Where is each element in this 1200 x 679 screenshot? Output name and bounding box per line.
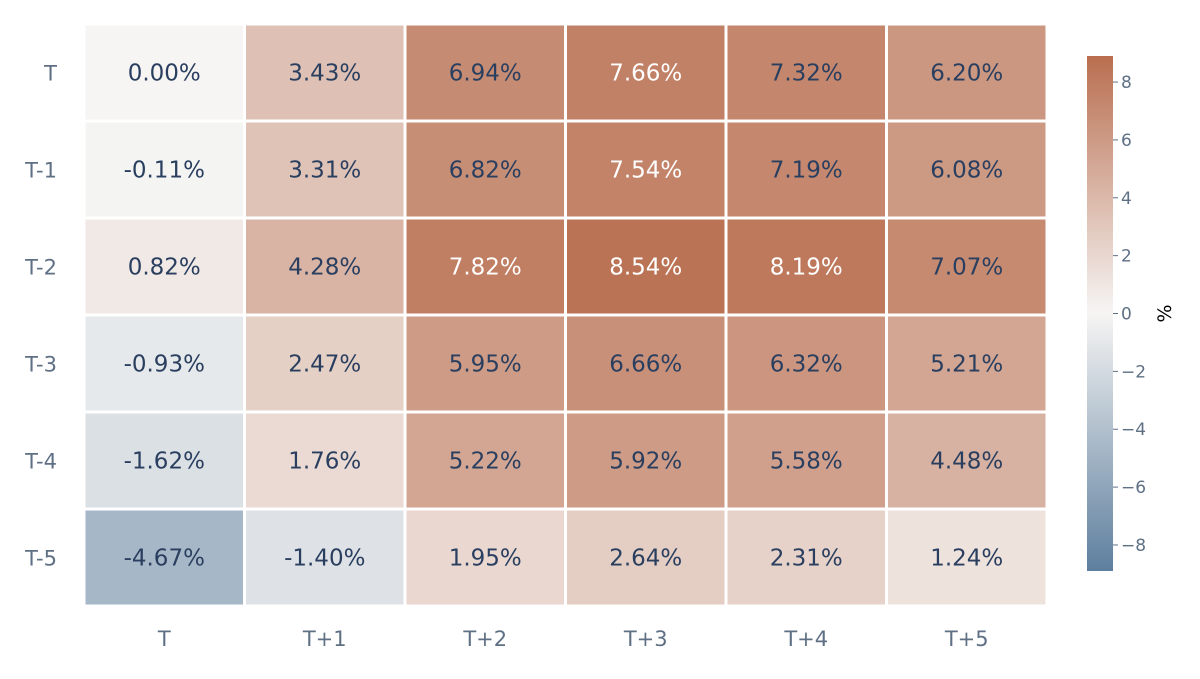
colorbar-tick-label: −8 (1121, 536, 1146, 556)
heatmap-cell (406, 316, 564, 411)
cell-value-label: 6.32% (770, 352, 843, 378)
colorbar-tick-label: 0 (1121, 305, 1132, 325)
cell-value-label: 7.66% (609, 61, 682, 87)
x-tick-label: T+4 (783, 627, 828, 651)
cell-value-label: 2.31% (770, 546, 843, 572)
heatmap-cell (406, 413, 564, 508)
heatmap-cell (246, 219, 404, 314)
heatmap-cell (727, 413, 885, 508)
heatmap-cell (246, 510, 404, 605)
colorbar-tick-label: −4 (1121, 420, 1146, 440)
heatmap-cell (888, 510, 1046, 605)
heatmap-cell (727, 316, 885, 411)
cell-value-label: 5.22% (449, 449, 522, 475)
cell-value-label: 6.20% (930, 61, 1003, 87)
cell-value-label: 7.07% (930, 255, 1003, 281)
cell-value-label: 2.64% (609, 546, 682, 572)
cell-value-label: 1.95% (449, 546, 522, 572)
cell-value-label: -1.62% (124, 449, 205, 475)
cell-value-label: 8.19% (770, 255, 843, 281)
x-tick-label: T+1 (302, 627, 347, 651)
heatmap-cell (246, 316, 404, 411)
y-tick-label: T-3 (24, 353, 57, 377)
heatmap-cell (567, 122, 725, 217)
heatmap-cell (85, 25, 243, 120)
colorbar-tick-label: −2 (1121, 362, 1146, 382)
x-tick-label: T+3 (623, 627, 668, 651)
heatmap-cell (246, 413, 404, 508)
heatmap-cell (85, 316, 243, 411)
heatmap-cell (727, 122, 885, 217)
cell-value-label: 6.94% (449, 61, 522, 87)
x-tick-label: T (157, 627, 171, 651)
cell-value-label: 5.92% (609, 449, 682, 475)
cell-value-label: -0.93% (124, 352, 205, 378)
heatmap-cell (727, 510, 885, 605)
cell-value-label: -1.40% (284, 546, 365, 572)
cell-value-label: 3.31% (288, 158, 361, 184)
cell-value-label: 4.28% (288, 255, 361, 281)
y-tick-label: T-4 (24, 450, 57, 474)
x-tick-label: T+5 (944, 627, 989, 651)
heatmap-cell (406, 25, 564, 120)
heatmap-cell (406, 122, 564, 217)
heatmap-cell (85, 122, 243, 217)
colorbar-title: % (1154, 304, 1176, 322)
x-tick-label: T+2 (462, 627, 507, 651)
heatmap-cell (246, 122, 404, 217)
colorbar-tick-label: 6 (1121, 131, 1132, 151)
heatmap-cell (888, 25, 1046, 120)
y-tick-label: T-2 (24, 256, 57, 280)
cell-value-label: 7.82% (449, 255, 522, 281)
cell-value-label: 7.54% (609, 158, 682, 184)
cell-value-label: 0.00% (128, 61, 201, 87)
cell-value-label: 5.21% (930, 352, 1003, 378)
heatmap-cell (888, 316, 1046, 411)
heatmap-cell (888, 122, 1046, 217)
cell-value-label: 0.82% (128, 255, 201, 281)
cell-value-label: 6.08% (930, 158, 1003, 184)
cell-value-label: 8.54% (609, 255, 682, 281)
heatmap-cell (888, 219, 1046, 314)
heatmap-cell (406, 219, 564, 314)
heatmap-cell (246, 25, 404, 120)
cell-value-label: 6.66% (609, 352, 682, 378)
heatmap-cell (567, 219, 725, 314)
heatmap-cell (567, 25, 725, 120)
colorbar-tick-label: −6 (1121, 478, 1146, 498)
cell-value-label: 5.58% (770, 449, 843, 475)
colorbar-tick-label: 4 (1121, 189, 1132, 209)
y-tick-label: T (43, 62, 57, 86)
cell-value-label: 4.48% (930, 449, 1003, 475)
cell-value-label: 3.43% (288, 61, 361, 87)
heatmap-cell (85, 510, 243, 605)
heatmap-cell (567, 413, 725, 508)
cell-value-label: 2.47% (288, 352, 361, 378)
cell-value-label: 5.95% (449, 352, 522, 378)
colorbar-tick-label: 2 (1121, 247, 1132, 267)
cell-value-label: 1.76% (288, 449, 361, 475)
heatmap-cell (85, 413, 243, 508)
cell-value-label: 6.82% (449, 158, 522, 184)
heatmap-cell (888, 413, 1046, 508)
colorbar (1087, 56, 1113, 571)
colorbar-tick-label: 8 (1121, 73, 1132, 93)
cell-value-label: 1.24% (930, 546, 1003, 572)
heatmap-cell (567, 510, 725, 605)
cell-value-label: -4.67% (124, 546, 205, 572)
heatmap-cell (567, 316, 725, 411)
cell-value-label: -0.11% (124, 158, 205, 184)
heatmap-cell (406, 510, 564, 605)
cell-value-label: 7.19% (770, 158, 843, 184)
cell-value-label: 7.32% (770, 61, 843, 87)
y-tick-label: T-5 (24, 547, 57, 571)
heatmap-cell (85, 219, 243, 314)
heatmap-cell (727, 25, 885, 120)
y-tick-label: T-1 (24, 159, 57, 183)
heatmap-cell (727, 219, 885, 314)
